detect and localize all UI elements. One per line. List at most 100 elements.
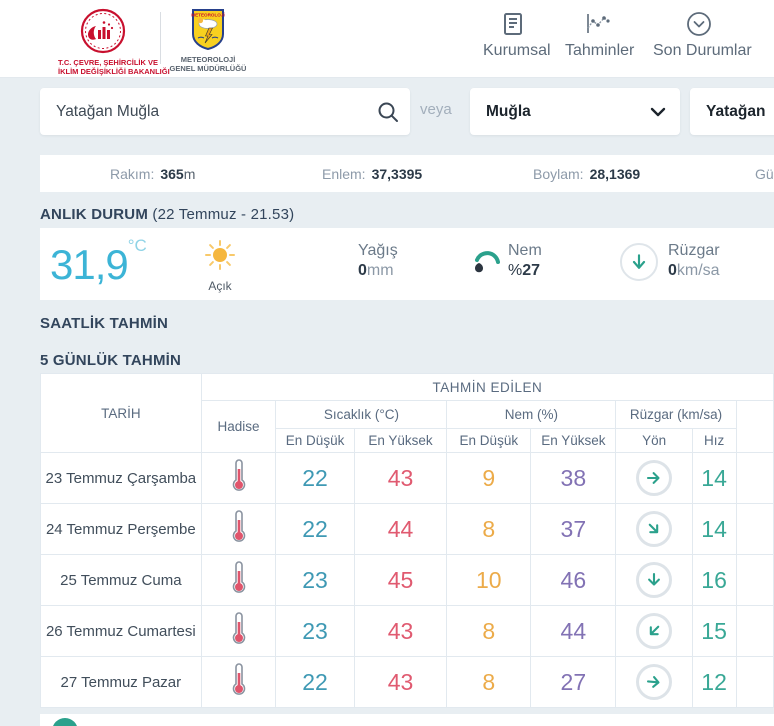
current-condition: Açık	[190, 238, 250, 293]
humidity-max-value: 37	[530, 503, 617, 555]
col-header-event: Hadise	[200, 400, 277, 453]
wind-direction-icon	[620, 243, 658, 281]
col-header-wind-dir: Yön	[615, 428, 693, 453]
circle-chevron-down-icon	[653, 10, 745, 38]
temp-min-value: 22	[275, 452, 355, 504]
thermometer-icon	[232, 509, 245, 542]
forecast-row: 27 Temmuz Pazar 22 43 8 27 12	[40, 656, 774, 708]
wind-direction-cell	[615, 605, 693, 657]
nav-label: Tahminler	[565, 42, 635, 59]
wind-direction-arrow-icon	[636, 562, 673, 598]
mgm-name-line2: GENEL MÜDÜRLÜĞÜ	[169, 64, 247, 73]
five-day-section-title[interactable]: 5 GÜNLÜK TAHMİN	[40, 352, 182, 369]
ministry-logo[interactable]: T.C. ÇEVRE, ŞEHİRCİLİK VE İKLİM DEĞİŞİKL…	[58, 8, 170, 76]
forecast-row: 26 Temmuz Cumartesi 23 43 8 44 15	[40, 605, 774, 657]
mgm-shield-icon: METEOROLOJİ	[191, 9, 225, 51]
wind-speed-value: 14	[691, 452, 737, 504]
wind-direction-arrow-icon	[636, 460, 673, 496]
col-header-predicted: TAHMİN EDİLEN	[200, 373, 774, 401]
condition-label: Açık	[208, 279, 232, 293]
clipped-cell	[735, 503, 774, 555]
humidity-gauge-icon	[470, 246, 502, 281]
longitude-info: Boylam: 28,1369	[533, 155, 640, 192]
latitude-value: 37,3395	[371, 165, 423, 182]
wind-value: 0km/sa	[668, 262, 720, 279]
province-selected-value: Muğla	[486, 102, 531, 120]
sunrise-info-clipped: Gün Doğ	[755, 155, 774, 192]
location-search-input[interactable]	[40, 102, 366, 121]
precip-label: Yağış	[358, 242, 398, 259]
humidity-min-value: 8	[446, 503, 532, 555]
current-section-title: ANLIK DURUM (22 Temmuz - 21.53)	[40, 206, 295, 223]
search-button[interactable]	[366, 88, 410, 135]
col-header-temp-max: En Yüksek	[353, 428, 448, 453]
search-icon	[378, 102, 398, 122]
temp-max-value: 43	[353, 452, 448, 504]
nav-item-kurumsal[interactable]: Kurumsal	[483, 10, 551, 60]
five-day-forecast-table: TARİH TAHMİN EDİLEN Hadise Sıcaklık (°C)…	[40, 373, 774, 708]
temp-max-value: 45	[353, 554, 448, 606]
col-header-hum-min: En Düşük	[446, 428, 532, 453]
wind-speed-value: 16	[691, 554, 737, 606]
temp-max-value: 43	[353, 656, 448, 708]
col-clipped	[735, 400, 774, 453]
forecast-date: 25 Temmuz Cuma	[40, 554, 202, 606]
weather-event-cell	[200, 554, 277, 606]
next-section-panel-clipped	[40, 714, 774, 726]
longitude-label: Boylam:	[533, 165, 584, 182]
humidity-min-value: 9	[446, 452, 532, 504]
chevron-down-icon	[650, 107, 666, 116]
hourly-section-title[interactable]: SAATLİK TAHMİN	[40, 315, 169, 332]
col-header-date: TARİH	[40, 373, 202, 453]
site-header: T.C. ÇEVRE, ŞEHİRCİLİK VE İKLİM DEĞİŞİKL…	[0, 0, 774, 78]
district-select[interactable]: Yatağan	[690, 88, 774, 135]
wind-direction-arrow-icon	[636, 613, 673, 649]
temp-min-value: 22	[275, 656, 355, 708]
clipped-cell	[735, 656, 774, 708]
thermometer-icon	[232, 662, 245, 695]
humidity-block: Nem %27	[475, 242, 542, 280]
wind-direction-arrow-icon	[636, 664, 673, 700]
search-row: veya Muğla Yatağan	[0, 88, 774, 135]
nav-item-son-durumlar[interactable]: Son Durumlar	[653, 10, 752, 60]
wind-speed-value: 12	[691, 656, 737, 708]
nav-label: Kurumsal	[483, 42, 551, 59]
svg-text:METEOROLOJİ: METEOROLOJİ	[191, 12, 224, 18]
district-selected-value: Yatağan	[706, 102, 766, 120]
forecast-date: 23 Temmuz Çarşamba	[40, 452, 202, 504]
nav-item-clipped[interactable]: H	[762, 10, 774, 60]
clipped-cell	[735, 452, 774, 504]
wind-speed-value: 14	[691, 503, 737, 555]
col-header-temp-min: En Düşük	[275, 428, 355, 453]
document-icon	[483, 10, 543, 38]
temp-max-value: 44	[353, 503, 448, 555]
nav-item-tahminler[interactable]: Tahminler	[565, 10, 635, 60]
forecast-row: 25 Temmuz Cuma 23 45 10 46 16	[40, 554, 774, 606]
col-group-temperature: Sıcaklık (°C)	[275, 400, 448, 429]
humidity-min-value: 10	[446, 554, 532, 606]
sunrise-label: Gün Doğ	[755, 165, 774, 182]
province-select[interactable]: Muğla	[470, 88, 680, 135]
temp-min-value: 22	[275, 503, 355, 555]
humidity-max-value: 44	[530, 605, 617, 657]
temp-min-value: 23	[275, 554, 355, 606]
mgm-logo[interactable]: METEOROLOJİ METEOROLOJİ GENEL MÜDÜRLÜĞÜ	[168, 8, 248, 73]
wind-direction-cell	[615, 656, 693, 708]
weather-event-cell	[200, 452, 277, 504]
temp-max-value: 43	[353, 605, 448, 657]
wind-direction-cell	[615, 554, 693, 606]
col-header-hum-max: En Yüksek	[530, 428, 617, 453]
longitude-value: 28,1369	[589, 165, 641, 182]
humidity-min-value: 8	[446, 656, 532, 708]
thermometer-icon	[232, 458, 245, 491]
clipped-cell	[735, 554, 774, 606]
line-chart-icon	[565, 10, 631, 38]
logo-divider	[160, 12, 161, 64]
forecast-date: 26 Temmuz Cumartesi	[40, 605, 202, 657]
location-info-bar: Rakım: 365m Enlem: 37,3395 Boylam: 28,13…	[40, 155, 774, 192]
wind-label: Rüzgar	[668, 242, 720, 259]
wind-direction-cell	[615, 452, 693, 504]
clipped-cell	[735, 605, 774, 657]
thermometer-icon	[232, 611, 245, 644]
